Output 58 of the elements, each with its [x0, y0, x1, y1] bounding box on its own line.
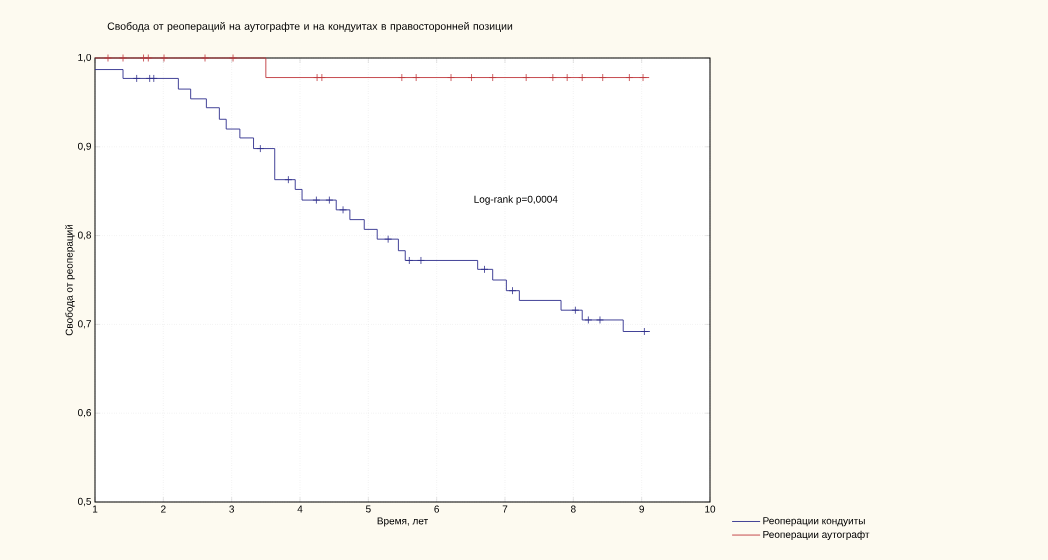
chart-title: Свобода от реопераций на аутографте и на кондуитах в правосторонней позиции: [107, 22, 513, 32]
x-tick-label: 4: [297, 505, 303, 513]
point: [578, 73, 587, 82]
point: [256, 144, 265, 153]
point: [160, 54, 168, 62]
point: [405, 256, 414, 265]
point: [229, 54, 237, 62]
point: [640, 327, 649, 336]
point: [412, 73, 421, 82]
y-axis-title: Свобода от реопераций: [65, 224, 75, 336]
y-tick-label: 0,5: [77, 497, 92, 507]
x-axis-title: Время, лет: [377, 517, 428, 527]
point: [104, 54, 112, 62]
x-tick-label: 10: [705, 505, 716, 513]
point: [488, 73, 497, 82]
point: [132, 74, 141, 83]
point: [201, 54, 209, 62]
point: [480, 265, 489, 274]
point: [571, 306, 580, 315]
x-tick-label: 7: [502, 505, 508, 513]
y-tick-label: 1,0: [78, 53, 92, 63]
point: [312, 196, 321, 204]
point: [625, 73, 634, 82]
point: [149, 74, 158, 83]
point: [313, 73, 321, 82]
x-tick-label: 1: [92, 505, 98, 513]
x-tick-label: 5: [365, 505, 371, 513]
point: [563, 73, 572, 82]
annotation: Log-rank p=0,0004: [474, 195, 558, 205]
point: [598, 73, 607, 82]
x-tick-label: 6: [434, 505, 440, 513]
point: [139, 54, 148, 62]
x-tick-label: 9: [639, 505, 644, 513]
point: [119, 54, 127, 62]
point: [384, 235, 393, 244]
x-tick-label: 3: [229, 505, 235, 513]
point: [467, 73, 476, 82]
point: [596, 316, 604, 324]
point: [144, 54, 153, 62]
x-tick-label: 2: [161, 505, 166, 513]
legend-label: Реоперации аутографт: [763, 530, 870, 540]
point: [325, 196, 334, 204]
point: [417, 256, 425, 265]
y-tick-label: 0,8: [77, 231, 92, 240]
x-tick-label: 8: [570, 505, 576, 513]
point: [522, 73, 531, 82]
point: [339, 205, 347, 214]
legend-label: Реоперации кондуиты: [763, 517, 865, 527]
y-tick-label: 0,6: [77, 409, 92, 418]
y-tick-label: 0,7: [77, 320, 91, 329]
point: [584, 316, 593, 324]
y-tick-label: 0,9: [77, 142, 92, 151]
point: [639, 73, 647, 82]
point: [284, 175, 293, 184]
point: [447, 73, 455, 82]
point: [397, 73, 406, 82]
point: [508, 286, 517, 295]
point: [548, 73, 557, 82]
